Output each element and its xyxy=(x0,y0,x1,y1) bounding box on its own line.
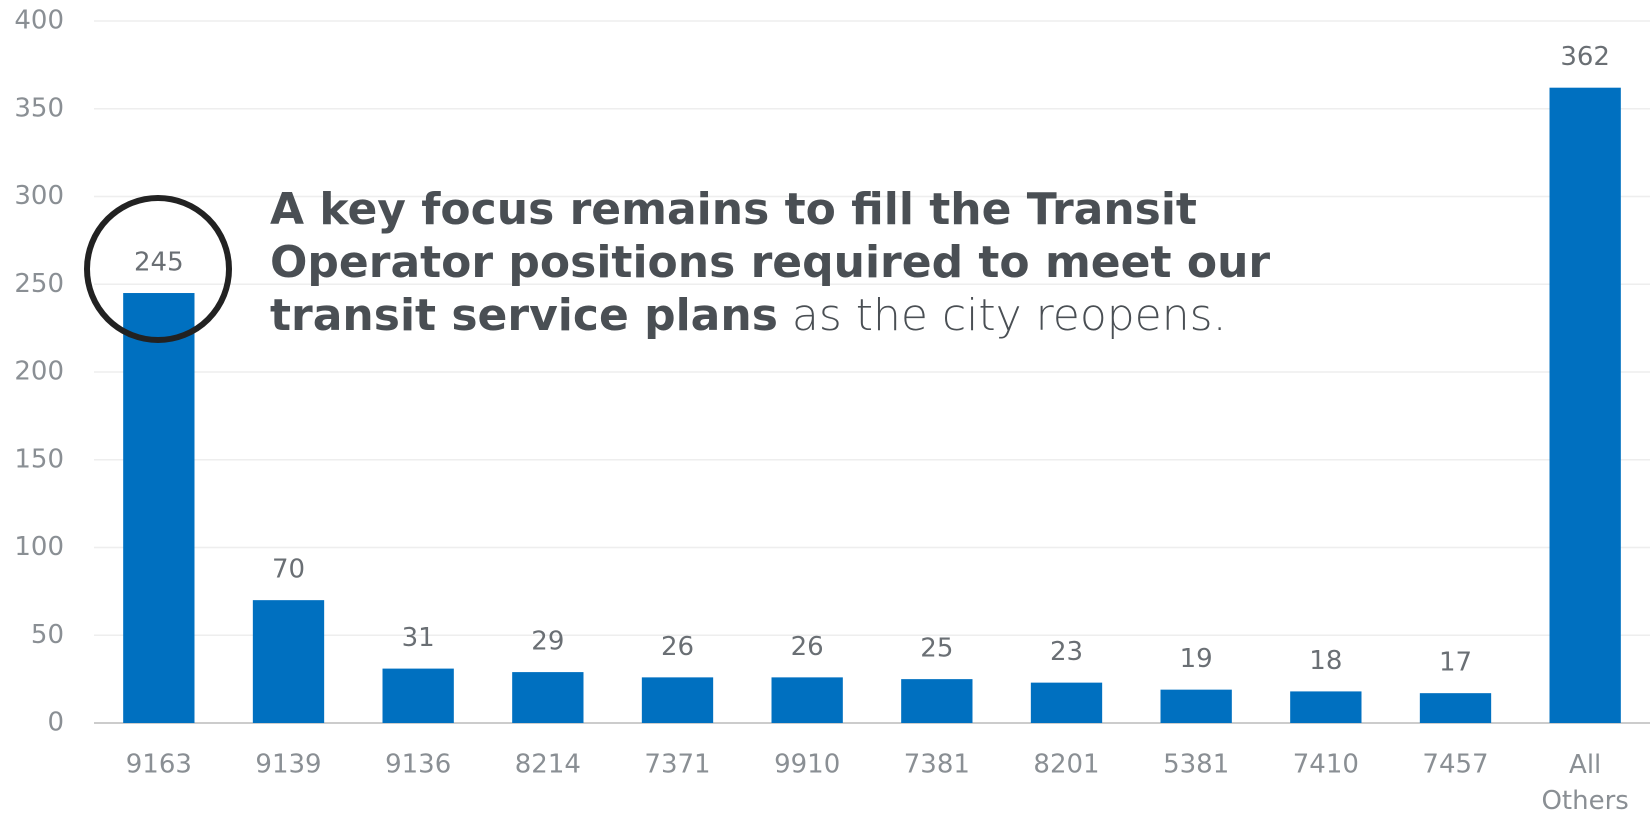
bar xyxy=(901,679,973,723)
bar xyxy=(1419,693,1492,723)
x-tick-label: 8201 xyxy=(1033,750,1099,780)
y-tick-label: 300 xyxy=(14,181,64,211)
highlight-circle xyxy=(84,195,232,343)
value-label: 245 xyxy=(134,248,184,278)
x-tick-label: 9139 xyxy=(255,750,321,780)
y-tick-label: 0 xyxy=(47,708,64,738)
x-tick-label: 7410 xyxy=(1293,750,1359,780)
bar xyxy=(123,293,195,723)
x-tick-label: 9910 xyxy=(774,750,840,780)
x-tick-label: All Others xyxy=(1541,750,1628,815)
value-label: 29 xyxy=(531,627,564,657)
bar xyxy=(1290,691,1362,723)
value-label: 17 xyxy=(1439,648,1472,678)
value-label: 25 xyxy=(920,634,953,664)
x-tick-label: 7371 xyxy=(644,750,710,780)
y-tick-label: 100 xyxy=(14,532,64,562)
annotation-text: as the city reopens. xyxy=(777,290,1227,341)
annotation-bold: A key focus remains to fill the Transit … xyxy=(270,184,1271,341)
bar xyxy=(512,672,584,723)
value-label: 31 xyxy=(402,623,435,653)
bar xyxy=(1549,87,1621,723)
x-tick-label: 5381 xyxy=(1163,750,1229,780)
bar xyxy=(382,668,454,723)
y-tick-label: 200 xyxy=(14,357,64,387)
bar xyxy=(1160,689,1232,723)
value-label: 18 xyxy=(1309,646,1342,676)
value-label: 19 xyxy=(1180,644,1213,674)
bar xyxy=(252,600,325,723)
value-label: 26 xyxy=(661,632,694,662)
value-label: 23 xyxy=(1050,637,1083,667)
bar xyxy=(641,677,714,723)
x-tick-label: 7457 xyxy=(1422,750,1488,780)
y-tick-label: 400 xyxy=(14,6,64,36)
x-tick-label: 9163 xyxy=(126,750,192,780)
x-tick-label: 8214 xyxy=(515,750,581,780)
x-tick-label: 9136 xyxy=(385,750,451,780)
bar xyxy=(1030,682,1103,723)
y-tick-label: 150 xyxy=(14,444,64,474)
value-label: 362 xyxy=(1560,42,1610,72)
y-tick-label: 250 xyxy=(14,269,64,299)
value-label: 70 xyxy=(272,555,305,585)
bar xyxy=(771,677,843,723)
annotation: A key focus remains to fill the Transit … xyxy=(270,183,1410,342)
y-tick-label: 350 xyxy=(14,93,64,123)
y-tick-label: 50 xyxy=(31,620,64,650)
x-tick-label: 7381 xyxy=(904,750,970,780)
value-label: 26 xyxy=(791,632,824,662)
